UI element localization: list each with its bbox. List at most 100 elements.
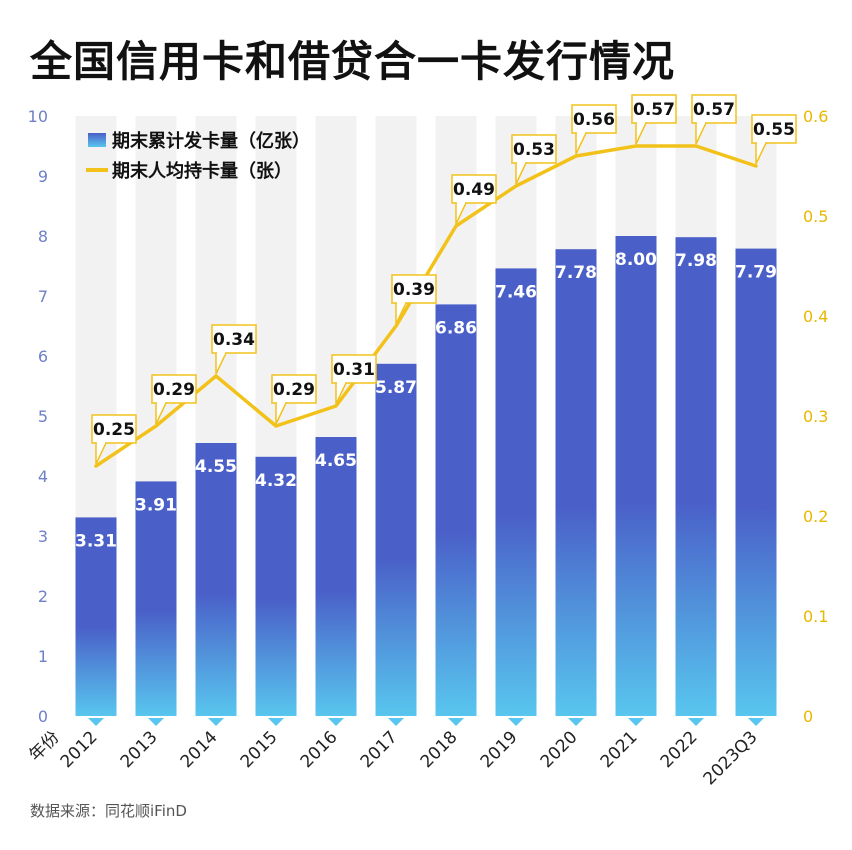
left-axis-tick-label: 0 [38,707,48,726]
callout-pointer [755,142,767,165]
callout-box [631,94,677,124]
line-point-callout: 0.55 [751,114,797,165]
bar-value-label: 7.78 [555,263,597,283]
line-point-callout: 0.53 [511,134,557,185]
x-tick-marker [568,718,584,726]
callout-pointer [575,132,587,155]
bar-value-label: 3.91 [135,495,177,515]
bar [615,236,657,716]
legend-swatch-bars [88,133,106,147]
callout-pointer [515,162,527,185]
right-axis-tick-label: 0.3 [803,407,828,426]
bar [675,237,717,716]
bar [735,248,777,716]
x-tick-marker [88,718,104,726]
callout-box [271,374,317,404]
left-axis-tick-label: 8 [38,227,48,246]
left-axis-tick-label: 6 [38,347,48,366]
bar-value-label: 4.65 [315,451,357,471]
x-tick-marker [268,718,284,726]
callout-pointer [275,402,287,425]
bar-series: 3.31 3.91 4.55 4.32 4.65 5.87 6.86 7.46 7.78 8.00… [75,236,777,716]
bar [195,443,237,716]
left-axis-tick-label: 2 [38,587,48,606]
x-tick-marker [628,718,644,726]
callout-box [571,104,617,134]
x-tick-label: 2014 [177,727,222,772]
line-value-label: 0.57 [693,100,735,120]
right-axis-tick-label: 0.5 [803,207,828,226]
x-tick-label: 2016 [297,727,342,772]
bar-value-label: 4.55 [195,457,237,477]
line-value-label: 0.29 [153,380,195,400]
line-value-label: 0.31 [333,360,375,380]
right-axis-tick-label: 0.1 [803,607,828,626]
bar [375,363,417,716]
right-axis-tick-label: 0.4 [803,307,828,326]
callout-box [391,274,437,304]
callout-pointer [395,302,407,325]
x-tick-label: 2012 [57,727,102,772]
bar [255,456,297,716]
right-axis-tick-label: 0.2 [803,507,828,526]
x-tick-marker [208,718,224,726]
line-value-label: 0.49 [453,180,495,200]
x-markers [88,718,764,726]
left-axis-tick-label: 4 [38,467,48,486]
x-tick-label: 2021 [597,727,642,772]
callout-box [511,134,557,164]
legend: 期末累计发卡量（亿张） 期末人均持卡量（张） [86,130,310,182]
line-value-label: 0.39 [393,280,435,300]
line-point-callout: 0.49 [451,174,497,225]
bar-value-label: 7.98 [675,251,717,271]
line-value-label: 0.55 [753,120,795,140]
x-tick-label: 2020 [537,727,582,772]
x-tick-label: 2022 [657,727,702,772]
callout-pointer [155,402,167,425]
callout-pointer [215,352,227,375]
left-axis-tick-label: 3 [38,527,48,546]
x-tick-marker [448,718,464,726]
line-value-label: 0.57 [633,100,675,120]
x-tick-marker [748,718,764,726]
x-tick-label: 2013 [117,727,162,772]
right-axis-tick-label: 0 [803,707,813,726]
line-value-label: 0.34 [213,330,255,350]
left-axis-tick-label: 9 [38,167,48,186]
line-point-callout: 0.25 [91,414,137,465]
x-tick-label: 2017 [357,727,402,772]
bar [495,268,537,716]
bar [75,517,117,716]
legend-label-line: 期末人均持卡量（张） [112,160,292,182]
x-tick-marker [148,718,164,726]
callout-box [91,414,137,444]
left-axis-tick-label: 10 [28,107,48,126]
bar-value-label: 8.00 [615,250,657,270]
left-axis-tick-label: 5 [38,407,48,426]
data-source-note: 数据来源：同花顺iFinD [30,802,187,820]
line-value-label: 0.56 [573,110,615,130]
left-axis-tick-label: 7 [38,287,48,306]
line-value-label: 0.29 [273,380,315,400]
line-point-callout: 0.29 [151,374,197,425]
line-point-callout: 0.56 [571,104,617,155]
line-point-callout: 0.31 [331,354,377,405]
legend-label-bars: 期末累计发卡量（亿张） [112,130,310,152]
bar-value-label: 4.32 [255,471,297,491]
line-point-callout: 0.34 [211,324,257,375]
callout-box [211,324,257,354]
callout-pointer [455,202,467,225]
x-tick-label: 2015 [237,727,282,772]
callout-pointer [95,442,107,465]
bar-value-label: 7.79 [735,263,777,283]
bar [435,304,477,716]
callout-pointer [635,122,647,145]
x-tick-marker [328,718,344,726]
bar [315,437,357,716]
bar-value-label: 6.86 [435,318,477,338]
x-tick-marker [388,718,404,726]
line-value-label: 0.25 [93,420,135,440]
callout-box [691,94,737,124]
x-tick-label: 2018 [417,727,462,772]
